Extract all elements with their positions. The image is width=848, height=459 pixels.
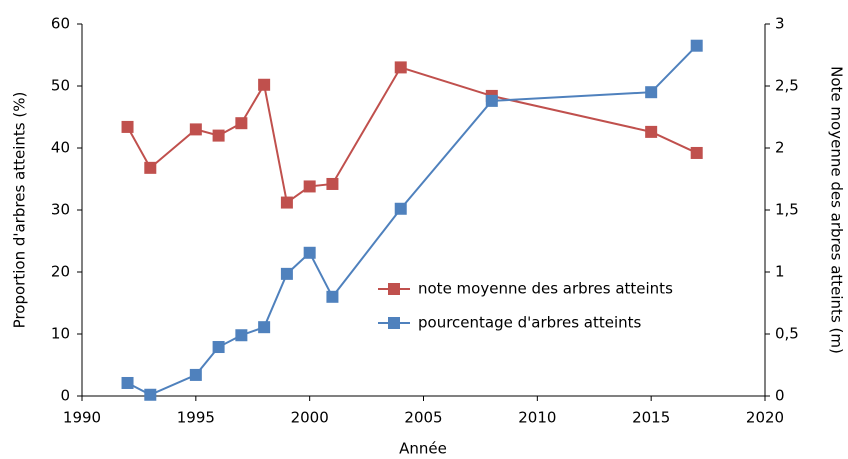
data-point — [258, 321, 271, 334]
y-tick-label: 40 — [51, 139, 70, 157]
data-point — [144, 161, 157, 174]
y-tick-label: 20 — [51, 263, 70, 281]
y-tick-label: 10 — [51, 325, 70, 343]
y2-tick-label: 2,5 — [775, 77, 799, 95]
data-point — [212, 129, 225, 142]
data-point — [144, 388, 157, 401]
x-tick-label: 1995 — [177, 409, 215, 427]
legend-marker — [388, 283, 400, 295]
x-tick-label: 1990 — [63, 409, 101, 427]
x-tick-label: 2005 — [404, 409, 442, 427]
data-point — [235, 117, 248, 130]
legend-label: pourcentage d'arbres atteints — [418, 314, 642, 332]
legend-label: note moyenne des arbres atteints — [418, 280, 673, 298]
legend-marker — [388, 317, 400, 329]
y2-tick-label: 3 — [775, 15, 785, 33]
x-axis-title: Année — [399, 440, 447, 458]
y-tick-label: 0 — [60, 387, 70, 405]
y2-tick-label: 2 — [775, 139, 785, 157]
y2-tick-label: 1,5 — [775, 201, 799, 219]
data-point — [394, 61, 407, 74]
x-tick-label: 2020 — [746, 409, 784, 427]
data-point — [394, 202, 407, 215]
data-point — [212, 341, 225, 354]
data-point — [189, 368, 202, 381]
y2-axis-title: Note moyenne des arbres atteints (m) — [828, 66, 846, 354]
y2-tick-label: 0,5 — [775, 325, 799, 343]
y-axis-title: Proportion d'arbres atteints (%) — [11, 92, 29, 329]
y-tick-label: 50 — [51, 77, 70, 95]
x-tick-label: 2000 — [291, 409, 329, 427]
y-tick-label: 60 — [51, 15, 70, 33]
data-point — [121, 120, 134, 133]
data-point — [280, 196, 293, 209]
data-point — [121, 376, 134, 389]
data-point — [690, 39, 703, 52]
data-point — [189, 123, 202, 136]
data-point — [303, 246, 316, 259]
data-point — [326, 290, 339, 303]
data-point — [280, 267, 293, 280]
x-tick-label: 2015 — [632, 409, 670, 427]
data-point — [303, 180, 316, 193]
data-point — [326, 177, 339, 190]
data-point — [258, 78, 271, 91]
data-point — [645, 86, 658, 99]
data-point — [690, 146, 703, 159]
data-point — [645, 125, 658, 138]
y-tick-label: 30 — [51, 201, 70, 219]
y2-tick-label: 1 — [775, 263, 785, 281]
x-tick-label: 2010 — [518, 409, 556, 427]
y2-tick-label: 0 — [775, 387, 785, 405]
data-point — [485, 94, 498, 107]
data-point — [235, 329, 248, 342]
